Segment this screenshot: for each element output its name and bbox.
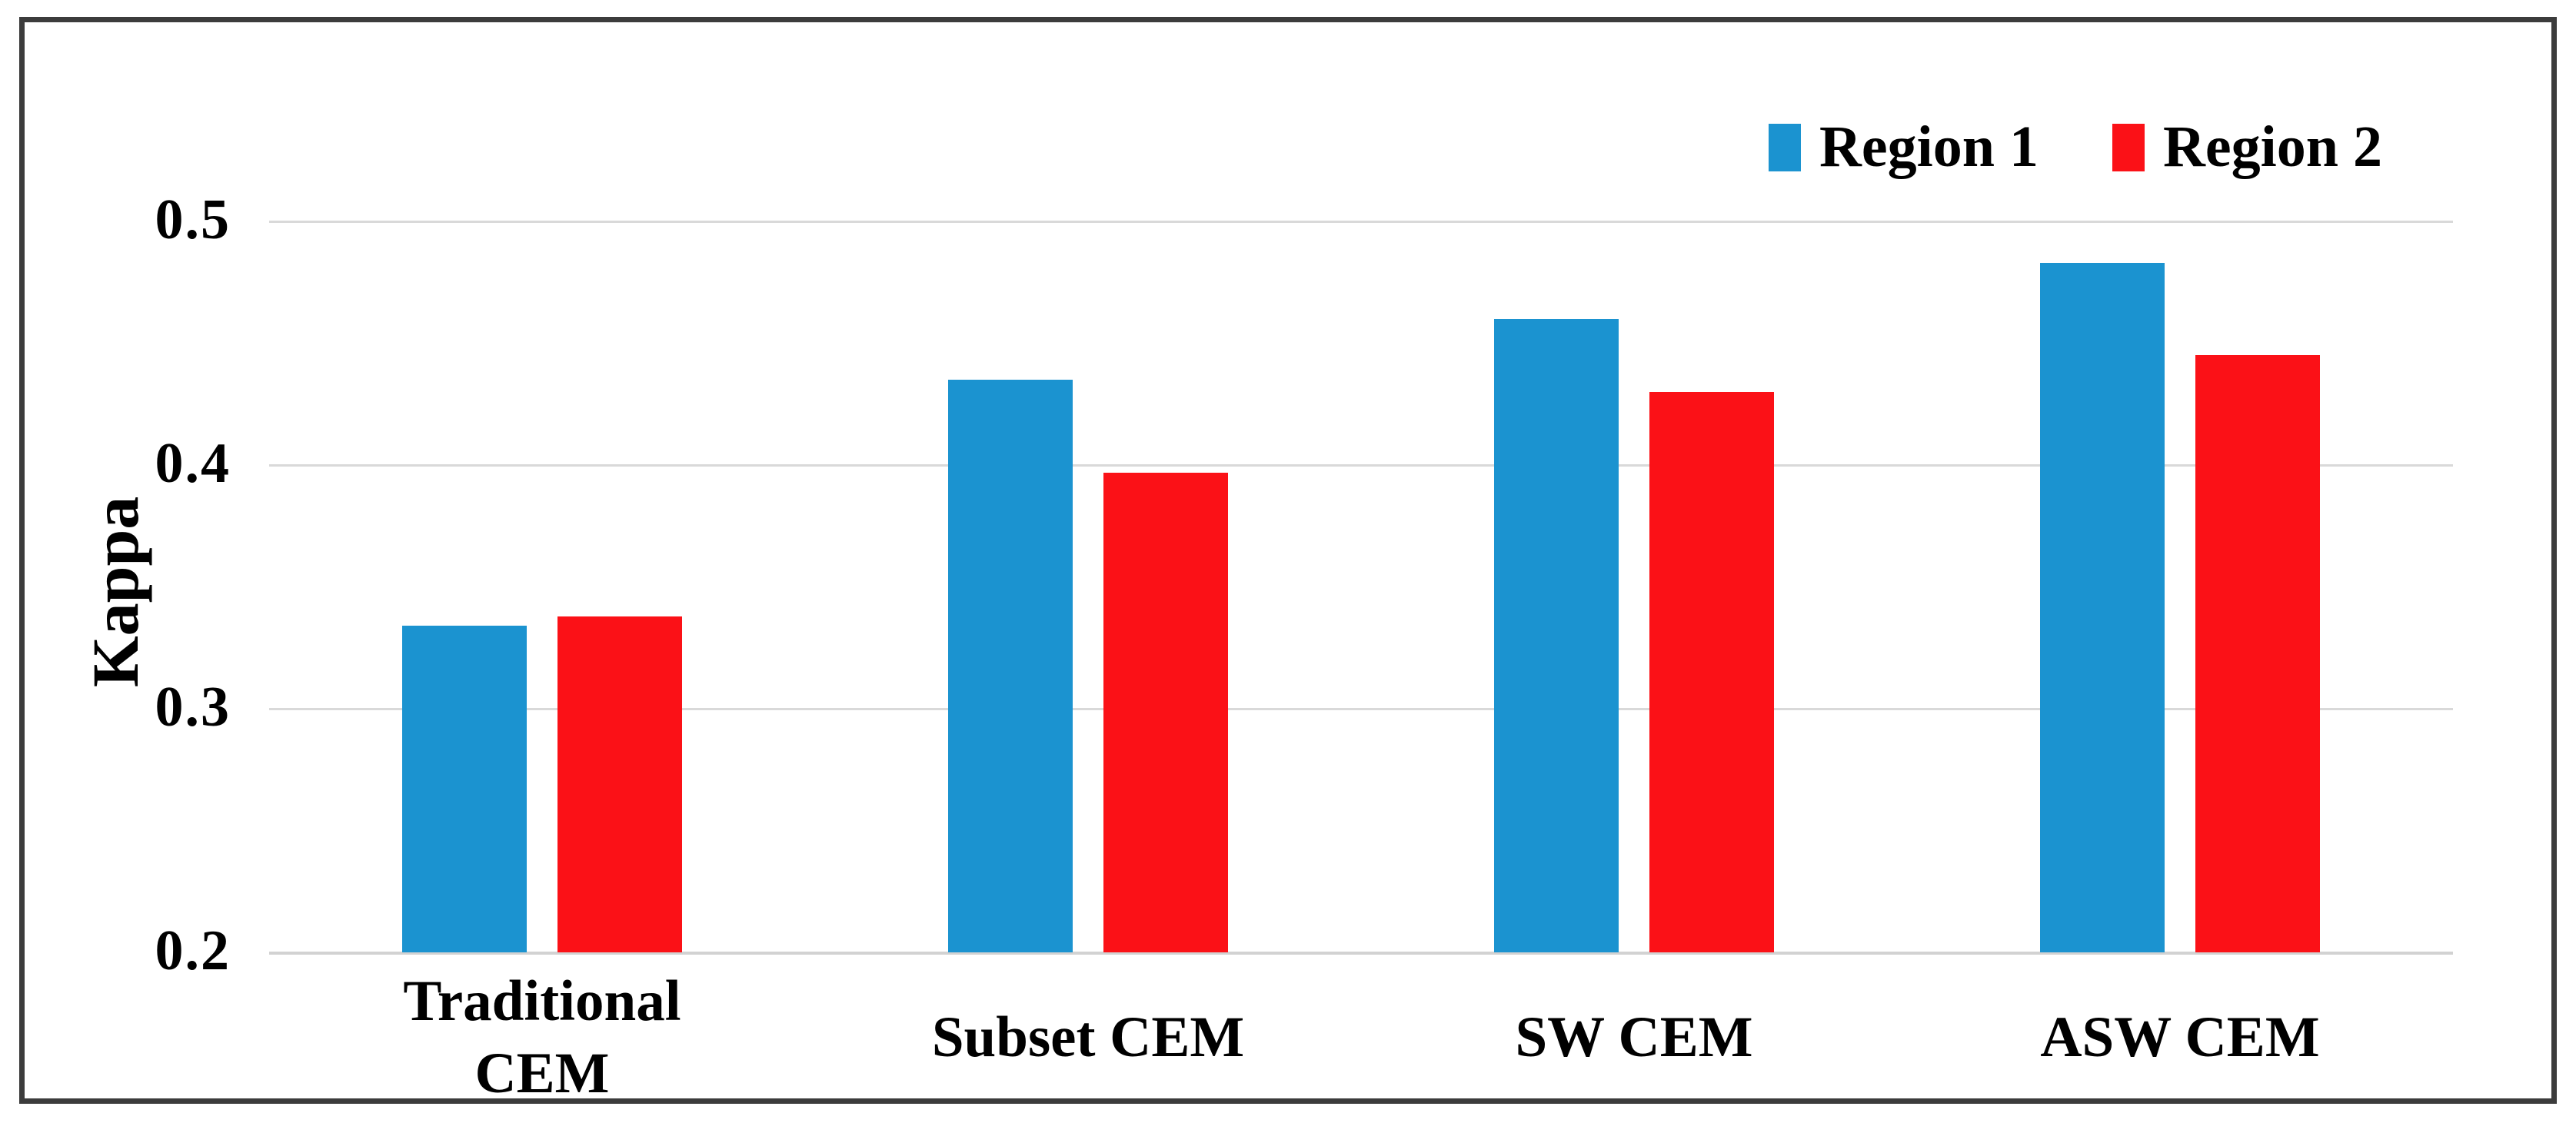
legend-label-region2: Region 2 [2163,115,2382,179]
y-tick-label-0.3: 0.3 [155,675,231,739]
y-tick-label-0.5: 0.5 [155,188,231,251]
x-axis-label-asw-cem: ASW CEM [2040,1005,2320,1070]
bar-region-2-subset-cem [1103,472,1228,952]
legend-label-region1: Region 1 [1819,115,2039,179]
bar-region-1-traditional-cem [402,626,527,952]
gridline-0.2 [269,951,2453,955]
legend-marker-region1 [1769,123,1801,171]
bar-region-2-traditional-cem [557,616,682,952]
y-axis-tick-labels: 0.5 0.4 0.3 0.2 [92,188,231,982]
plot-area [269,220,2453,955]
legend: Region 1 Region 2 [1769,114,2382,181]
x-axis-label-sw-cem: SW CEM [1515,1005,1753,1070]
gridline-0.4 [269,463,2453,467]
bar-region-1-subset-cem [948,380,1073,952]
legend-item-region2: Region 2 [2112,114,2382,181]
y-tick-label-0.2: 0.2 [155,919,231,982]
x-axis-label-traditional-cem: Traditional CEM [403,969,681,1105]
x-axis-label-subset-cem: Subset CEM [931,1005,1245,1070]
x-axis-labels: Traditional CEM Subset CEM SW CEM ASW CEM [269,961,2453,1115]
y-tick-label-0.4: 0.4 [155,431,231,495]
legend-marker-region2 [2112,123,2145,171]
gridline-0.3 [269,707,2453,710]
bar-region-1-sw-cem [1494,318,1619,952]
gridline-0.5 [269,220,2453,223]
bar-region-2-asw-cem [2195,355,2320,952]
bar-region-1-asw-cem [2040,262,2165,952]
bar-region-2-sw-cem [1649,391,1774,952]
legend-item-region1: Region 1 [1769,114,2039,181]
